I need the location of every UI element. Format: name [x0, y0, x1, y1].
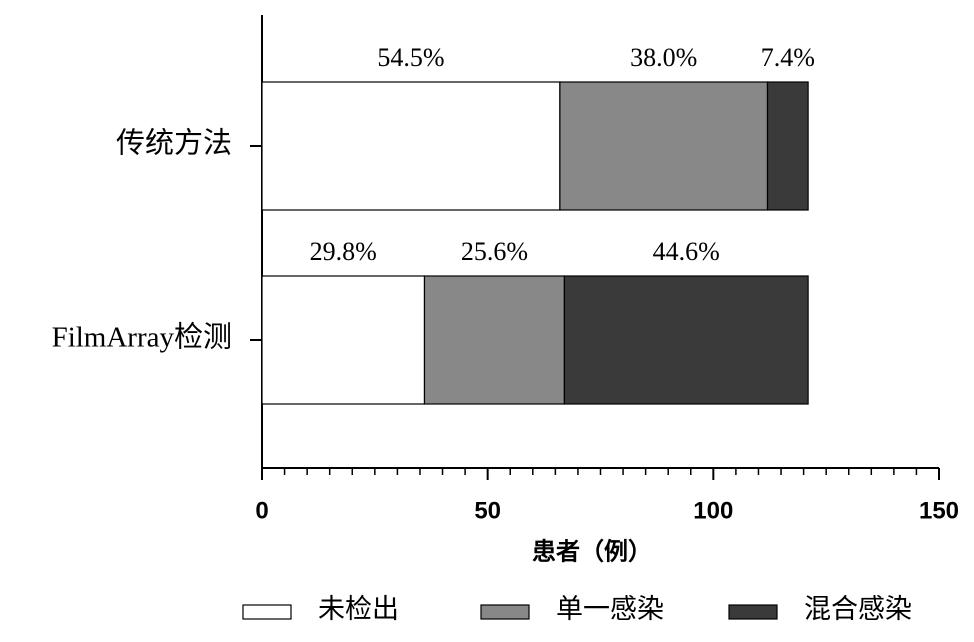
bar-segment [766, 81, 809, 211]
x-tick-label: 50 [474, 497, 501, 524]
y-tick-label: FilmArray检测 [52, 321, 232, 354]
bar-segment [563, 275, 809, 405]
share-label: 44.6% [653, 237, 720, 266]
bar-segment [423, 275, 565, 405]
legend-label: 混合感染 [804, 594, 912, 624]
legend-swatch [242, 604, 292, 620]
x-tick-label: 100 [693, 497, 733, 524]
x-tick-label: 150 [919, 497, 959, 524]
x-axis-label: 患者（例） [532, 537, 652, 565]
share-label: 25.6% [461, 237, 528, 266]
bar-segment [261, 275, 426, 405]
legend-swatch [728, 604, 778, 620]
legend-label: 未检出 [318, 594, 399, 624]
share-label: 54.5% [377, 43, 444, 72]
share-label: 29.8% [310, 237, 377, 266]
legend-swatch [480, 604, 530, 620]
y-tick-label: 传统方法 [116, 127, 232, 160]
share-label: 7.4% [761, 43, 815, 72]
bar-segment [261, 81, 561, 211]
share-label: 38.0% [630, 43, 697, 72]
x-tick-label: 0 [255, 497, 268, 524]
legend-label: 单一感染 [556, 594, 664, 624]
bar-segment [559, 81, 769, 211]
